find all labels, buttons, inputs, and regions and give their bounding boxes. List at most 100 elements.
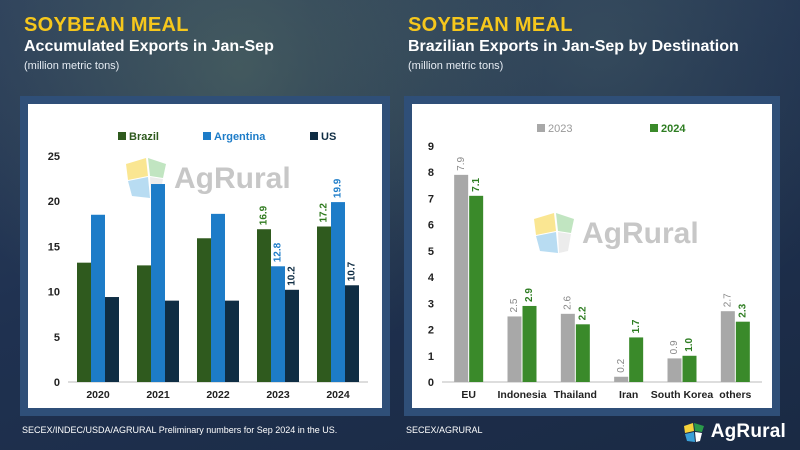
y-tick-label: 5 <box>54 332 60 344</box>
x-tick-label: EU <box>461 389 476 401</box>
data-label: 2.6 <box>562 295 573 309</box>
y-tick-label: 9 <box>428 141 434 153</box>
right-units: (million metric tons) <box>408 60 504 72</box>
y-tick-label: 5 <box>428 246 434 258</box>
y-tick-label: 4 <box>428 272 435 284</box>
bar-2023 <box>560 313 575 382</box>
watermark-logo-piece <box>534 213 556 235</box>
bar-brazil <box>77 262 91 382</box>
legend-swatch <box>310 132 318 140</box>
x-tick-label: South Korea <box>651 389 714 401</box>
x-tick-label: 2024 <box>326 389 350 401</box>
right-footnote: SECEX/AGRURAL <box>406 425 483 435</box>
bar-brazil <box>137 265 151 382</box>
bar-2024 <box>575 324 590 382</box>
right-chart-frame: AgRural 0 1 2 3 4 5 6 7 8 9 7.9 7.1 EU 2.5 2.9 Indonesia… <box>404 96 780 416</box>
watermark-logo-piece <box>126 158 148 180</box>
data-label: 10.2 <box>287 266 298 286</box>
left-units: (million metric tons) <box>24 60 120 72</box>
brand-logo: AgRural <box>681 420 786 444</box>
data-label: 17.2 <box>319 203 330 223</box>
data-label: 16.9 <box>259 205 270 225</box>
y-tick-label: 6 <box>428 220 434 232</box>
bar-2024 <box>522 305 537 382</box>
y-tick-label: 15 <box>48 241 60 253</box>
y-tick-label: 3 <box>428 298 434 310</box>
bar-argentina <box>331 202 345 382</box>
data-label: 12.8 <box>273 242 284 262</box>
right-subtitle: Brazilian Exports in Jan-Sep by Destinat… <box>408 38 739 55</box>
data-label: 19.9 <box>333 178 344 198</box>
bar-us <box>165 300 179 382</box>
y-tick-label: 20 <box>48 196 60 208</box>
y-tick-label: 7 <box>428 193 434 205</box>
bar-argentina <box>211 213 225 382</box>
data-label: 0.2 <box>616 358 627 372</box>
x-tick-label: Iran <box>619 389 638 401</box>
x-tick-label: 2022 <box>206 389 230 401</box>
watermark-logo-piece <box>558 232 571 253</box>
data-label: 2.3 <box>737 303 748 317</box>
y-tick-label: 8 <box>428 167 434 179</box>
bar-2023 <box>667 358 682 382</box>
data-label: 0.9 <box>669 340 680 354</box>
bar-2024 <box>469 195 484 382</box>
legend-swatch <box>537 124 545 132</box>
legend-swatch <box>118 132 126 140</box>
x-tick-label: 2023 <box>266 389 290 401</box>
bar-2024 <box>735 321 750 382</box>
bar-2023 <box>507 316 522 382</box>
y-tick-label: 25 <box>48 151 60 163</box>
brand-name: AgRural <box>710 421 786 442</box>
x-tick-label: 2021 <box>146 389 170 401</box>
data-label: 2.7 <box>722 293 733 307</box>
watermark-logo-piece <box>128 177 150 198</box>
data-label: 2.9 <box>524 288 535 302</box>
bar-us <box>285 289 299 382</box>
bar-us <box>345 285 359 382</box>
data-label: 10.7 <box>347 261 358 281</box>
legend-swatch <box>203 132 211 140</box>
left-footnote: SECEX/INDEC/USDA/AGRURAL Preliminary num… <box>22 425 338 435</box>
legend-label: 2023 <box>548 123 572 135</box>
right-bar-chart: AgRural 0 1 2 3 4 5 6 7 8 9 7.9 7.1 EU 2.5 2.9 Indonesia… <box>412 104 772 408</box>
bar-brazil <box>317 226 331 382</box>
bar-us <box>225 300 239 382</box>
y-tick-label: 1 <box>428 351 434 363</box>
watermark-logo-piece <box>148 158 166 178</box>
y-tick-label: 10 <box>48 287 60 299</box>
x-tick-label: others <box>719 389 751 401</box>
bar-brazil <box>197 238 211 382</box>
y-tick-label: 0 <box>428 377 434 389</box>
bar-us <box>105 297 119 382</box>
bar-2024 <box>629 337 644 382</box>
agrural-logo-icon <box>683 423 704 442</box>
watermark-text: AgRural <box>174 162 291 195</box>
bar-2023 <box>454 174 469 382</box>
left-chart-frame: AgRural 0 5 10 15 20 25 2020 2021 2022 16.9 12.8 10.… <box>20 96 390 416</box>
watermark-logo-piece <box>536 232 558 253</box>
bar-2024 <box>682 355 697 382</box>
legend-label: 2024 <box>661 123 686 135</box>
data-label: 1.7 <box>631 319 642 333</box>
bar-argentina <box>271 266 285 382</box>
watermark-text: AgRural <box>582 217 699 250</box>
bar-2023 <box>614 376 629 382</box>
bar-2023 <box>720 311 735 382</box>
right-title: SOYBEAN MEAL <box>408 14 573 36</box>
legend-swatch <box>650 124 658 132</box>
legend-label: US <box>321 131 336 143</box>
left-subtitle: Accumulated Exports in Jan-Sep <box>24 38 274 55</box>
bar-argentina <box>91 214 105 382</box>
legend-label: Brazil <box>129 131 159 143</box>
left-panel-header: SOYBEAN MEAL Accumulated Exports in Jan-… <box>24 14 274 72</box>
right-panel-header: SOYBEAN MEAL Brazilian Exports in Jan-Se… <box>408 14 739 72</box>
data-label: 2.5 <box>509 298 520 312</box>
watermark: AgRural <box>126 158 291 198</box>
legend-label: Argentina <box>214 131 266 143</box>
bar-argentina <box>151 184 165 382</box>
x-tick-label: Thailand <box>554 389 597 401</box>
y-tick-label: 2 <box>428 325 434 337</box>
bar-brazil <box>257 229 271 382</box>
